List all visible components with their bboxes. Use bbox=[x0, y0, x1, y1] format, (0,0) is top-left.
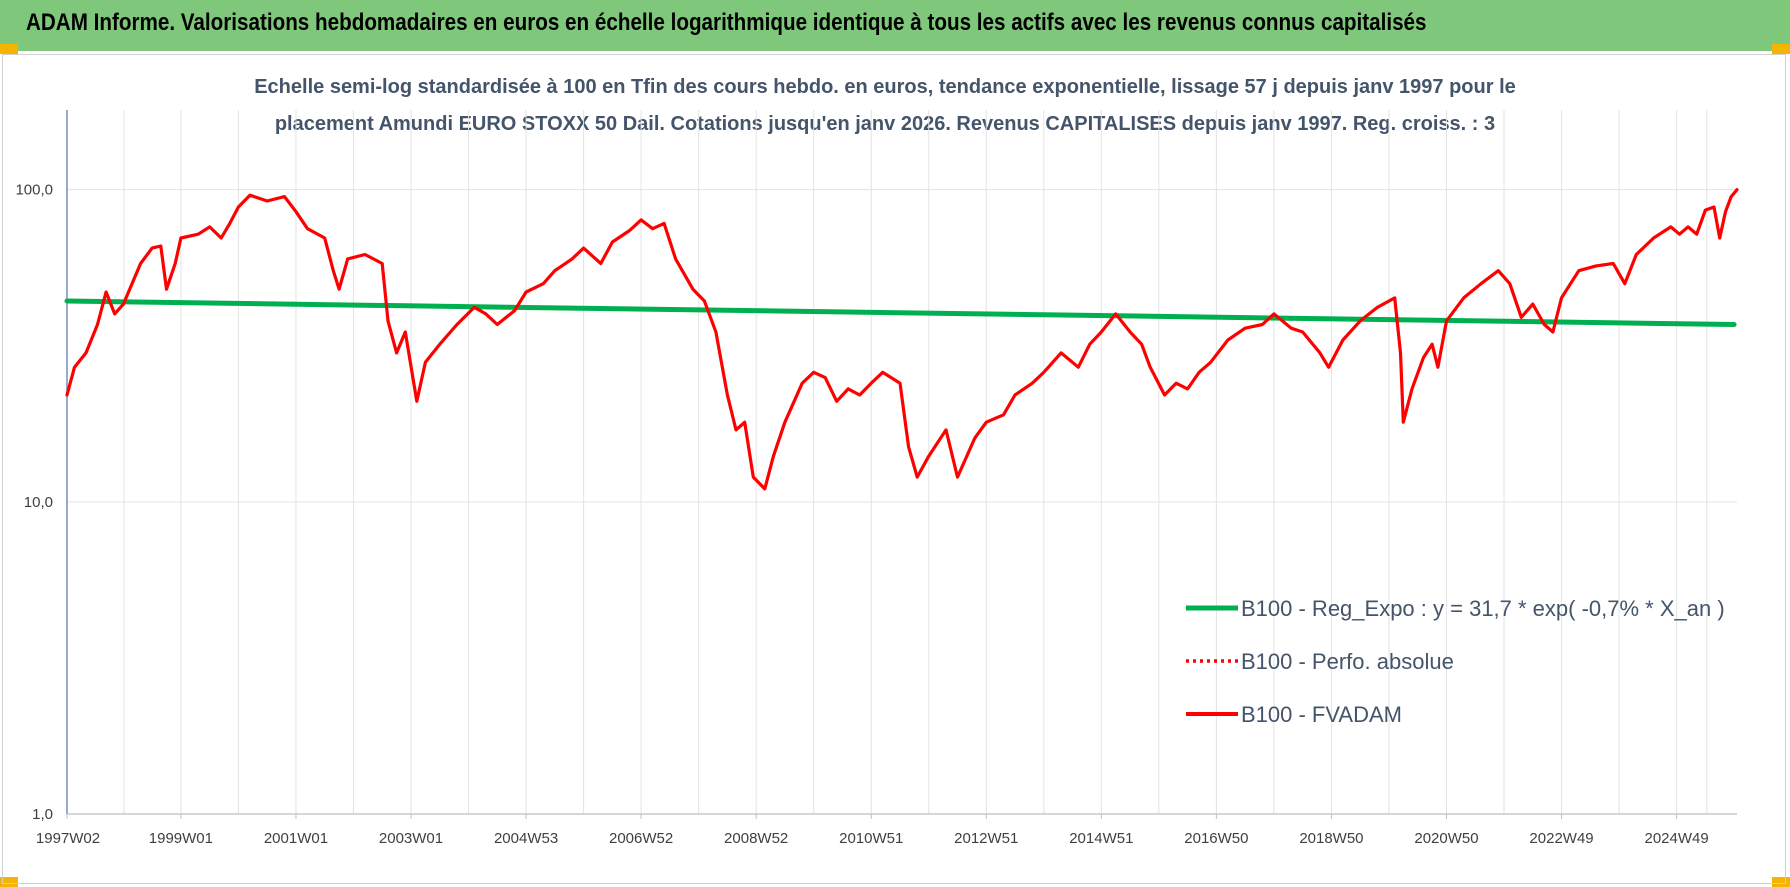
legend-label-3: B100 - FVADAM bbox=[1241, 702, 1402, 727]
x-tick-label: 2012W51 bbox=[954, 830, 1018, 847]
y-tick-label: 1,0 bbox=[32, 806, 53, 823]
x-tick-label: 2022W49 bbox=[1529, 830, 1593, 847]
report-banner: ADAM Informe. Valorisations hebdomadaire… bbox=[0, 0, 1790, 51]
chart-frame bbox=[2, 54, 1786, 884]
chart-title-line-1: Echelle semi-log standardisée à 100 en T… bbox=[254, 76, 1516, 98]
corner-mark-bottom-left bbox=[0, 877, 18, 887]
x-tick-label: 1997W02 bbox=[36, 830, 100, 847]
y-tick-label: 100,0 bbox=[15, 182, 53, 199]
x-tick-label: 2014W51 bbox=[1069, 830, 1133, 847]
corner-mark-top-left bbox=[0, 44, 18, 54]
x-tick-label: 2008W52 bbox=[724, 830, 788, 847]
x-tick-label: 1999W01 bbox=[149, 830, 213, 847]
x-tick-label: 2001W01 bbox=[264, 830, 328, 847]
x-tick-label: 2024W49 bbox=[1644, 830, 1708, 847]
regression-trend-line bbox=[64, 298, 1737, 327]
x-tick-label: 2004W53 bbox=[494, 830, 558, 847]
legend-label-2: B100 - Perfo. absolue bbox=[1241, 649, 1454, 674]
x-tick-label: 2003W01 bbox=[379, 830, 443, 847]
y-tick-label: 10,0 bbox=[24, 494, 53, 511]
x-tick-label: 2010W51 bbox=[839, 830, 903, 847]
report-title: ADAM Informe. Valorisations hebdomadaire… bbox=[26, 9, 1427, 36]
fvadam-series-line bbox=[65, 188, 1739, 491]
chart-title-line-2: placement Amundi EURO STOXX 50 Dail. Cot… bbox=[274, 113, 1496, 135]
x-tick-label: 2020W50 bbox=[1414, 830, 1478, 847]
legend-label-1: B100 - Reg_Expo : y = 31,7 * exp( -0,7% … bbox=[1241, 596, 1725, 621]
x-tick-label: 2006W52 bbox=[609, 830, 673, 847]
x-tick-label: 2018W50 bbox=[1299, 830, 1363, 847]
x-tick-label: 2016W50 bbox=[1184, 830, 1248, 847]
corner-mark-bottom-right bbox=[1772, 877, 1790, 887]
corner-mark-top-right bbox=[1772, 44, 1790, 54]
